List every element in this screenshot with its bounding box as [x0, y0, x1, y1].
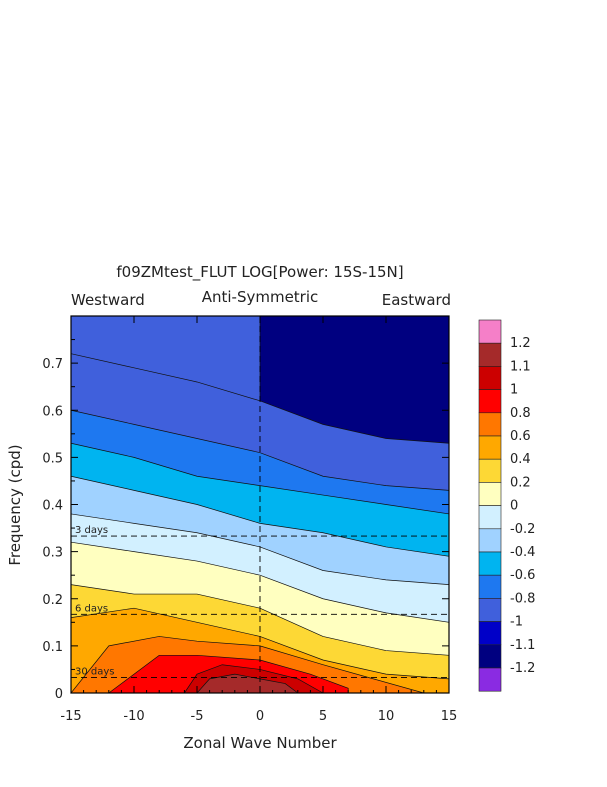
y-tick-label: 0.7 [42, 357, 63, 372]
reference-label-0: 3 days [75, 525, 108, 536]
colorbar-box [478, 412, 502, 437]
y-tick-label: 0.2 [42, 593, 63, 608]
colorbar-label: 1.2 [510, 336, 531, 351]
colorbar-box [478, 598, 502, 622]
y-tick-label: 0.3 [42, 546, 63, 561]
colorbar-label: 0.2 [510, 475, 531, 490]
y-tick-label: 0.5 [42, 451, 63, 466]
x-tick-label: 10 [378, 709, 395, 724]
colorbar-box [478, 389, 502, 414]
colorbar-label: -1.1 [510, 638, 535, 653]
colorbar-box [478, 667, 502, 692]
x-tick-label: -15 [60, 709, 81, 724]
colorbar-label: -0.4 [510, 545, 535, 560]
y-tick-label: 0.1 [42, 640, 63, 655]
y-tick-label: 0.4 [42, 499, 63, 514]
colorbar-box [478, 342, 502, 367]
corner-label-left: Westward [71, 291, 145, 309]
x-tick-label: -10 [123, 709, 144, 724]
y-tick-label: 0.6 [42, 404, 63, 419]
colorbar-label: 0.4 [510, 452, 531, 467]
colorbar-label: 0 [510, 499, 518, 514]
x-axis-label: Zonal Wave Number [183, 734, 337, 752]
colorbar-label: -1 [510, 615, 523, 630]
x-tick-label: 5 [319, 709, 327, 724]
colorbar-box [478, 574, 502, 599]
colorbar-box [478, 551, 502, 576]
colorbar-box [478, 458, 502, 483]
plot-area: 3 days 6 days 30 days -15 -10 -5 0 5 10 15 0 0.1 0.2… [42, 315, 458, 724]
colorbar-box [478, 319, 502, 344]
colorbar-label: 1.1 [510, 359, 531, 374]
colorbar-box [478, 482, 502, 506]
y-axis-label: Frequency (cpd) [6, 444, 24, 565]
colorbar-label: -0.2 [510, 522, 535, 537]
colorbar-label: -1.2 [510, 661, 535, 676]
x-tick-label: -5 [191, 709, 204, 724]
reference-label-1: 6 days [75, 603, 108, 614]
x-tick-label: 15 [441, 709, 458, 724]
chart-subtitle: Anti-Symmetric [202, 288, 319, 306]
chart-title: f09ZMtest_FLUT LOG[Power: 15S-15N] [116, 263, 403, 282]
colorbar-label: 1 [510, 383, 518, 398]
colorbar-box [478, 644, 502, 669]
colorbar-box [478, 505, 502, 530]
colorbar-box [478, 621, 502, 646]
colorbar-box [478, 435, 502, 460]
colorbar-label: 0.8 [510, 406, 531, 421]
colorbar-box [478, 366, 502, 390]
colorbar: 1.2 1.1 1 0.8 0.6 0.4 0.2 0 -0.2 -0.4 -0.6 -0.8 -1 -1… [478, 319, 535, 692]
reference-label-2: 30 days [75, 666, 115, 677]
colorbar-label: -0.6 [510, 568, 535, 583]
y-tick-label: 0 [55, 687, 63, 702]
corner-label-right: Eastward [382, 291, 451, 309]
colorbar-label: 0.6 [510, 429, 531, 444]
x-tick-label: 0 [256, 709, 264, 724]
colorbar-box [478, 528, 502, 553]
colorbar-label: -0.8 [510, 591, 535, 606]
